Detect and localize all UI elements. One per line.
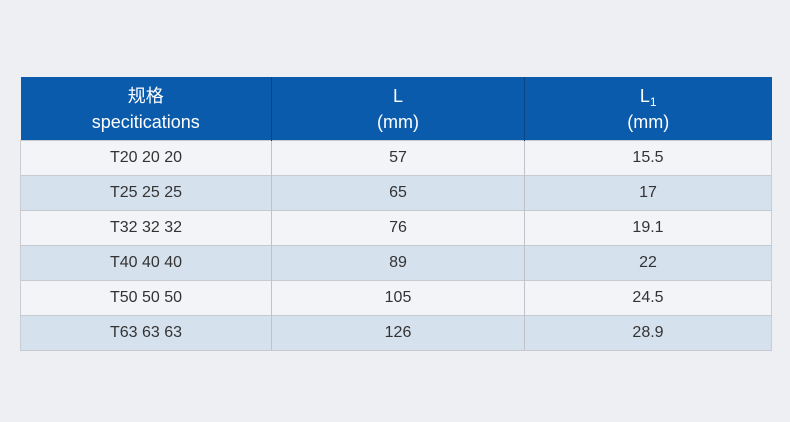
table-row: T40 40 40 89 22: [20, 245, 772, 281]
l1-cell: 22: [524, 245, 772, 281]
header-spec-en: specitications: [91, 111, 200, 132]
header-cell-specifications: 规格 specitications: [20, 77, 272, 141]
table-row: T20 20 20 57 15.5: [20, 140, 772, 176]
l1-cell: 17: [524, 175, 772, 211]
header-l1-subscript: 1: [649, 94, 657, 109]
header-cell-l: L (mm): [271, 77, 525, 141]
l1-cell: 15.5: [524, 140, 772, 176]
spec-table: 规格 specitications L (mm) L1 (mm) T20 20 …: [20, 77, 772, 351]
header-l-symbol: L: [392, 85, 403, 106]
table-row: T63 63 63 126 28.9: [20, 315, 772, 351]
spec-cell: T50 50 50: [20, 280, 272, 316]
spec-cell: T25 25 25: [20, 175, 272, 211]
header-l-unit: (mm): [377, 111, 419, 132]
spec-cell: T40 40 40: [20, 245, 272, 281]
l-cell: 76: [271, 210, 525, 246]
table-row: T50 50 50 105 24.5: [20, 280, 772, 316]
l1-cell: 28.9: [524, 315, 772, 351]
spec-cell: T20 20 20: [20, 140, 272, 176]
l-cell: 57: [271, 140, 525, 176]
table-row: T25 25 25 65 17: [20, 175, 772, 211]
l-cell: 126: [271, 315, 525, 351]
l1-cell: 19.1: [524, 210, 772, 246]
spec-cell: T32 32 32: [20, 210, 272, 246]
header-l1-unit: (mm): [627, 111, 670, 132]
header-cell-l1: L1 (mm): [524, 77, 772, 141]
l-cell: 65: [271, 175, 525, 211]
l-cell: 105: [271, 280, 525, 316]
l-cell: 89: [271, 245, 525, 281]
spec-cell: T63 63 63: [20, 315, 272, 351]
table-row: T32 32 32 76 19.1: [20, 210, 772, 246]
table-header-row: 规格 specitications L (mm) L1 (mm): [20, 77, 772, 141]
header-l1-symbol: L1: [639, 85, 657, 109]
header-spec-zh: 规格: [127, 85, 164, 106]
l1-cell: 24.5: [524, 280, 772, 316]
